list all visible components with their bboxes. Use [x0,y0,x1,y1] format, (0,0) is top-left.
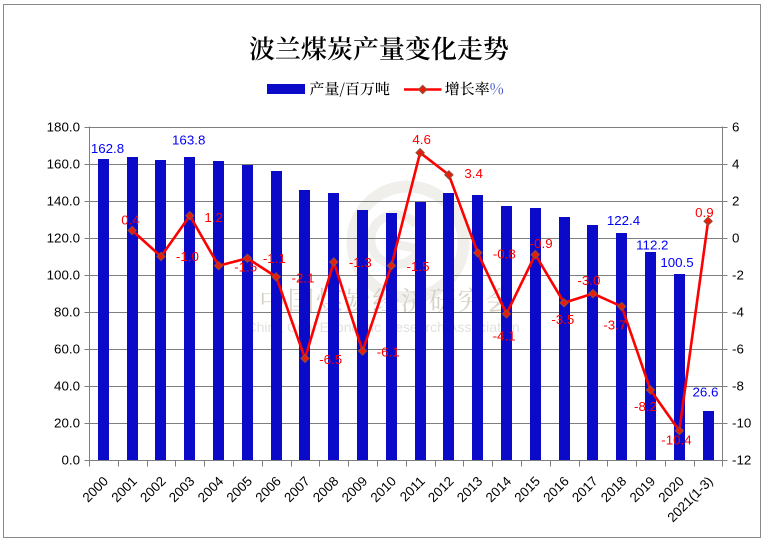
svg-text:6: 6 [732,120,739,135]
svg-text:-6.5: -6.5 [319,352,342,367]
svg-text:-12: -12 [732,453,751,468]
svg-text:-3.5: -3.5 [551,312,574,327]
svg-text:100.0: 100.0 [47,268,80,283]
svg-text:162.8: 162.8 [91,141,124,156]
svg-text:-8: -8 [732,379,744,394]
svg-text:-1.0: -1.0 [176,249,199,264]
svg-text:140.0: 140.0 [47,194,80,209]
svg-text:40.0: 40.0 [54,379,80,394]
svg-text:-6: -6 [732,342,744,357]
svg-text:20.0: 20.0 [54,416,80,431]
svg-text:4.6: 4.6 [412,132,431,147]
svg-text:-1.5: -1.5 [407,259,430,274]
svg-text:-3.7: -3.7 [603,318,626,333]
svg-text:-3.0: -3.0 [577,273,600,288]
svg-text:-1.1: -1.1 [263,251,286,266]
svg-text:-8.2: -8.2 [634,399,657,414]
svg-text:100.5: 100.5 [660,255,693,270]
svg-text:-0.8: -0.8 [493,246,516,261]
svg-text:60.0: 60.0 [54,342,80,357]
svg-text:26.6: 26.6 [693,384,719,399]
svg-text:-4.1: -4.1 [493,328,516,343]
svg-text:-2: -2 [732,268,744,283]
svg-text:112.2: 112.2 [636,238,668,253]
svg-text:-1.3: -1.3 [349,255,372,270]
svg-text:-0.9: -0.9 [530,236,553,251]
svg-text:-2.1: -2.1 [292,271,315,286]
svg-text:122.4: 122.4 [607,213,641,228]
svg-text:-4: -4 [732,305,744,320]
svg-text:0.9: 0.9 [695,205,714,220]
svg-text:160.0: 160.0 [47,157,80,172]
svg-text:-1.5: -1.5 [234,259,257,274]
svg-text:-6.1: -6.1 [377,345,400,360]
svg-text:163.8: 163.8 [172,133,205,148]
svg-text:0.0: 0.0 [61,453,80,468]
svg-text:-10.4: -10.4 [661,433,692,448]
svg-text:3.4: 3.4 [464,166,483,181]
svg-text:120.0: 120.0 [47,231,80,246]
svg-text:180.0: 180.0 [47,120,80,135]
svg-text:0.4: 0.4 [121,213,140,228]
svg-text:4: 4 [732,157,740,172]
svg-text:2: 2 [732,194,739,209]
svg-text:-10: -10 [732,416,751,431]
svg-text:1.2: 1.2 [204,210,223,225]
svg-text:0: 0 [732,231,739,246]
svg-text:80.0: 80.0 [54,305,80,320]
